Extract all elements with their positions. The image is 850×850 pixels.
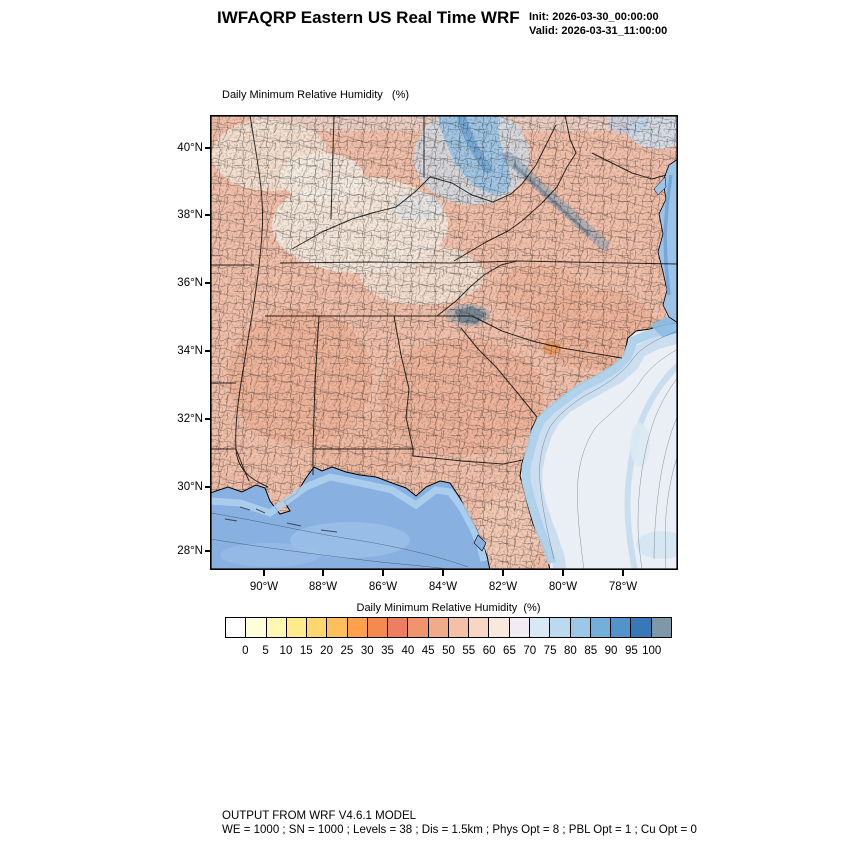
x-tick-mark [562,570,564,576]
colorbar-box [448,618,470,637]
atlantic-ocean [519,311,688,571]
page-title: IWFAQRP Eastern US Real Time WRF [217,8,520,27]
footer-config-line: WE = 1000 ; SN = 1000 ; Levels = 38 ; Di… [222,824,697,836]
valid-time: Valid: 2026-03-31_11:00:00 [529,25,668,37]
map-frame-border [210,115,678,570]
wrf-humidity-map [209,109,688,575]
colorbar-tick-label: 25 [340,645,354,657]
colorbar-box [286,618,308,637]
colorbar-tick-label: 5 [262,645,269,657]
y-tick-label: 38°N [177,209,203,221]
colorbar-tick-label: 70 [523,645,537,657]
colorbar-box [246,618,267,637]
x-tick-mark [622,570,624,576]
x-tick-label: 90°W [249,581,279,593]
footer-model-line: OUTPUT FROM WRF V4.6.1 MODEL [222,810,417,822]
colorbar-tick-label: 10 [279,645,293,657]
x-tick-mark [322,570,324,576]
colorbar-box [408,618,429,637]
x-tick-label: 82°W [488,581,518,593]
y-tick-label: 40°N [177,142,203,154]
field-label: Daily Minimum Relative Humidity (%) [222,89,410,101]
colorbar-box [307,618,328,637]
colorbar-tick-label: 75 [543,645,557,657]
x-tick-label: 84°W [428,581,458,593]
init-time: Init: 2026-03-30_00:00:00 [529,11,659,23]
colorbar-tick-label: 100 [642,645,662,657]
x-tick-mark [263,570,265,576]
colorbar-tick-label: 0 [242,645,249,657]
colorbar-tick-label: 90 [604,645,618,657]
x-tick-mark [442,570,444,576]
colorbar-tick-label: 95 [624,645,638,657]
colorbar-box [388,618,409,637]
colorbar [225,617,672,638]
colorbar-tick-label: 30 [360,645,374,657]
colorbar-box [631,618,652,637]
colorbar-title: Daily Minimum Relative Humidity (%) [356,602,541,614]
colorbar-box [347,618,368,637]
colorbar-box [529,618,551,637]
y-tick-label: 32°N [177,413,203,425]
colorbar-box [367,618,389,637]
map-plot [209,109,688,575]
colorbar-box [469,618,490,637]
x-tick-mark [502,570,504,576]
colorbar-box [489,618,510,637]
colorbar-box [428,618,449,637]
colorbar-tick-label: 55 [462,645,476,657]
colorbar-box [611,618,632,637]
gulf-of-mexico [209,466,491,571]
colorbar-tick-label: 85 [584,645,598,657]
colorbar-box [266,618,287,637]
x-tick-label: 86°W [368,581,398,593]
colorbar-tick-label: 65 [503,645,516,657]
y-tick-label: 30°N [177,481,203,493]
colorbar-box [327,618,348,637]
y-tick-label: 36°N [177,277,203,289]
chesapeake-bay [653,158,679,324]
colorbar-tick-label: 50 [442,645,455,657]
x-tick-label: 88°W [308,581,338,593]
colorbar-box [509,618,530,637]
x-tick-mark [382,570,384,576]
colorbar-tick-label: 35 [381,645,394,657]
colorbar-box [590,618,612,637]
colorbar-tick-label: 20 [320,645,333,657]
colorbar-box [570,618,591,637]
y-tick-label: 34°N [177,345,203,357]
colorbar-box [651,618,671,637]
y-tick-label: 28°N [177,545,203,557]
x-tick-label: 80°W [548,581,578,593]
colorbar-box [550,618,571,637]
colorbar-box [226,618,247,637]
colorbar-tick-label: 60 [482,645,496,657]
colorbar-tick-label: 80 [564,645,577,657]
x-tick-label: 78°W [608,581,638,593]
colorbar-tick-label: 45 [421,645,435,657]
colorbar-tick-label: 40 [401,645,415,657]
colorbar-tick-label: 15 [299,645,313,657]
state-borders [210,114,679,488]
